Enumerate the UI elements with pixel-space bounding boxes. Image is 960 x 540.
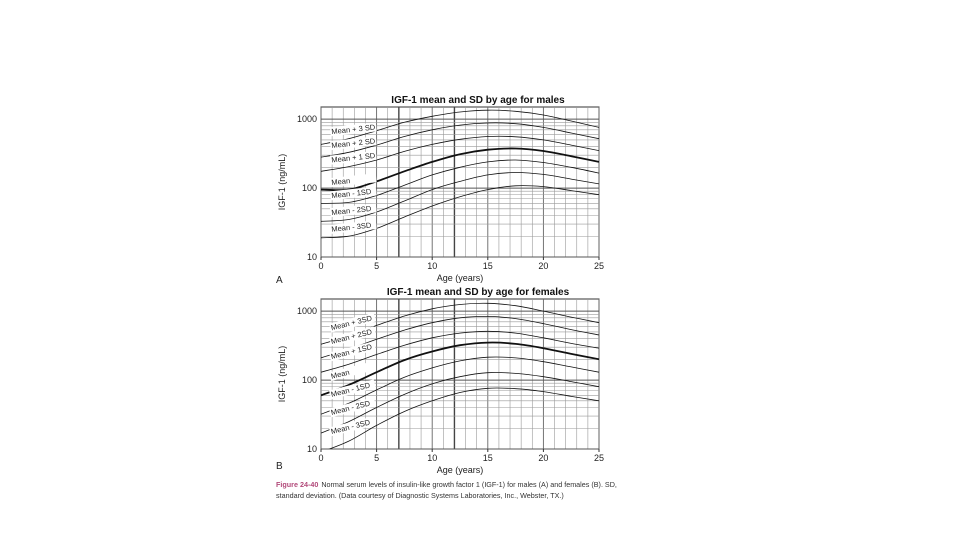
y-tick-label: 1000 [297,306,317,316]
series-line [328,387,599,449]
figure-caption: Figure 24-40 Normal serum levels of insul… [276,480,621,501]
series-label-background [329,122,377,137]
y-tick-labels: 10 100 1000 [297,306,317,454]
series-label-background [329,136,377,151]
series-label: Mean - 1SD [331,187,372,200]
x-tick-label: 0 [318,453,323,463]
series-line [321,122,599,158]
x-tick-label: 10 [427,453,437,463]
series-label-background [329,326,376,347]
series-label-background [329,186,377,201]
x-tick-label: 15 [483,261,493,271]
y-axis-label: IGF-1 (ng/mL) [277,346,287,403]
series-line [321,330,599,373]
series-line [321,185,599,239]
series-line [321,172,599,222]
series-line [321,372,599,434]
series-label-background [329,397,376,418]
x-tick-labels: 0 5 10 15 20 25 [318,449,604,463]
series-lines [321,109,599,239]
x-tick-label: 5 [374,261,379,271]
x-axis-label: Age (years) [437,465,484,475]
y-axis-label: IGF-1 (ng/mL) [277,154,287,211]
series-label-background [329,341,376,362]
series-label-background [329,150,377,165]
series-line [321,109,599,145]
series-lines [321,302,599,449]
series-label: Mean - 3SD [331,221,372,234]
series-label: Mean [330,368,350,381]
series-label-background [329,203,377,218]
chart-title: IGF-1 mean and SD by age for males [391,95,565,106]
panel-letter: B [276,461,283,472]
series-line [321,315,599,359]
x-tick-label: 25 [594,453,604,463]
figure-label: Figure 24-40 [276,480,319,489]
y-tick-label: 10 [307,252,317,262]
series-line [321,159,599,204]
series-label-background [329,220,377,234]
x-tick-label: 5 [374,453,379,463]
chart-title: IGF-1 mean and SD by age for females [387,287,570,298]
caption-text: Normal serum levels of insulin-like grow… [276,480,617,500]
x-tick-label: 0 [318,261,323,271]
y-tick-labels: 10 100 1000 [297,114,317,262]
series-label: Mean [331,176,351,187]
series-label-background [329,416,376,437]
series-line [321,356,599,415]
series-line [321,135,599,172]
series-label-background [329,361,376,382]
series-label-background [329,379,376,400]
gridlines [320,107,600,258]
x-axis-label: Age (years) [437,273,484,283]
panel-letter: A [276,275,283,286]
series-label-background [329,312,376,333]
y-tick-label: 100 [302,183,317,193]
y-tick-label: 10 [307,444,317,454]
x-tick-labels: 0 5 10 15 20 25 [318,257,604,271]
series-label-background [329,173,377,188]
y-tick-label: 100 [302,375,317,385]
x-tick-label: 10 [427,261,437,271]
x-tick-label: 20 [538,261,548,271]
x-tick-label: 25 [594,261,604,271]
series-line [321,147,599,192]
x-tick-label: 20 [538,453,548,463]
series-line [321,341,599,397]
y-tick-label: 1000 [297,114,317,124]
series-label: Mean - 2SD [331,204,372,217]
x-tick-label: 15 [483,453,493,463]
